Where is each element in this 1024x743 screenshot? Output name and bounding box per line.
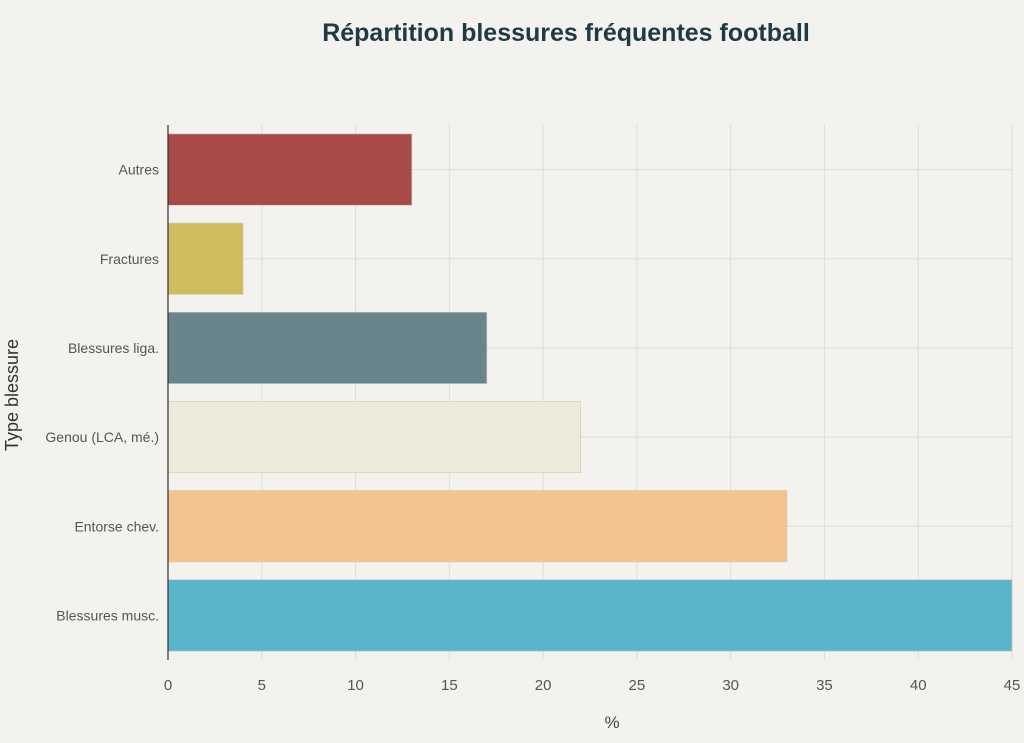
- x-tick-label: 40: [910, 677, 927, 694]
- x-tick-label: 25: [629, 677, 646, 694]
- bar: [167, 401, 581, 474]
- x-axis-label: %: [604, 713, 619, 732]
- y-tick-label: Blessures liga.: [68, 340, 159, 356]
- x-tick-label: 45: [1004, 677, 1021, 694]
- axes: 0 5 10 15 20 25 30 35 40 45 Autres Fractures Blessur…: [45, 125, 1020, 694]
- y-tick-label: Autres: [119, 162, 159, 178]
- y-tick-label: Entorse chev.: [74, 518, 159, 534]
- x-tick-label: 0: [164, 677, 172, 694]
- labels: Répartition blessures fréquentes footbal…: [2, 19, 810, 732]
- y-tick-label: Blessures musc.: [56, 607, 159, 623]
- x-tick-label: 5: [258, 677, 266, 694]
- bars: [167, 133, 1013, 652]
- bar: [167, 490, 788, 563]
- bar: [167, 133, 413, 206]
- x-tick-label: 10: [347, 677, 364, 694]
- bar: [167, 222, 244, 295]
- chart-title: Répartition blessures fréquentes footbal…: [322, 19, 810, 47]
- y-axis-label: Type blessure: [2, 339, 22, 451]
- x-tick-label: 30: [722, 677, 739, 694]
- y-tick-label: Fractures: [100, 251, 159, 267]
- x-tick-label: 35: [816, 677, 833, 694]
- bar: [167, 579, 1013, 652]
- bar: [167, 311, 488, 384]
- y-tick-label: Genou (LCA, mé.): [45, 429, 159, 445]
- x-tick-label: 20: [535, 677, 552, 694]
- x-tick-label: 15: [441, 677, 458, 694]
